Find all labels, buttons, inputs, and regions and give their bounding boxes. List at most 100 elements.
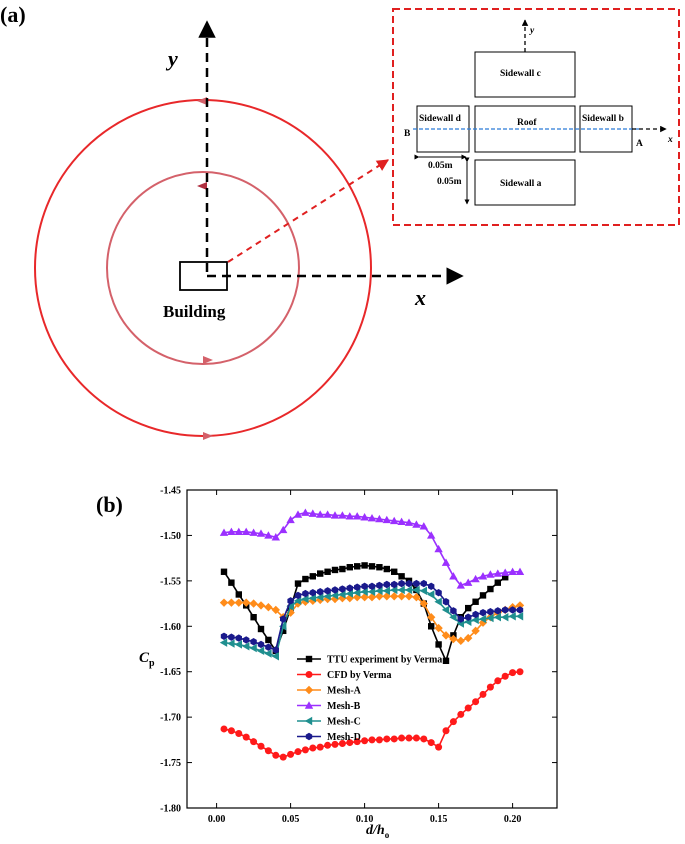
data-point <box>472 698 480 706</box>
data-point <box>449 613 457 622</box>
data-point <box>227 527 236 535</box>
legend-entry: Mesh-A <box>327 686 362 697</box>
y-tick-label: -1.80 <box>160 804 181 815</box>
data-point <box>265 643 272 651</box>
data-point <box>427 613 436 622</box>
data-point <box>316 588 324 596</box>
data-point <box>383 735 391 743</box>
legend-entry: Mesh-D <box>327 732 361 743</box>
dim-horizontal-label: 0.05m <box>428 161 453 171</box>
data-point <box>324 587 331 595</box>
data-point <box>346 584 354 592</box>
outer-circle-arrow-top <box>197 97 207 105</box>
data-point <box>390 735 398 743</box>
data-point <box>271 652 279 661</box>
data-point <box>250 614 257 621</box>
data-point <box>345 512 354 520</box>
data-point <box>367 587 376 596</box>
data-point <box>294 580 302 587</box>
data-point <box>427 582 435 591</box>
data-point <box>219 638 228 647</box>
data-point <box>404 585 413 595</box>
data-point <box>502 574 509 581</box>
data-point <box>219 598 229 607</box>
y-tick-label: -1.70 <box>160 713 181 724</box>
legend-swatch-marker <box>305 671 313 678</box>
data-point <box>279 615 287 623</box>
sidewall-a-label: Sidewall a <box>500 179 542 189</box>
series-line <box>223 670 521 758</box>
data-point <box>493 613 501 622</box>
data-point <box>391 568 398 575</box>
data-point <box>449 572 458 580</box>
data-point <box>441 558 451 566</box>
data-point <box>516 668 524 676</box>
data-point <box>265 636 272 644</box>
inner-circle-arrow-top <box>197 182 207 190</box>
data-point <box>271 533 280 541</box>
building-rect <box>179 261 228 291</box>
data-point <box>494 607 502 615</box>
data-point <box>390 592 399 601</box>
data-point <box>494 677 502 685</box>
data-point <box>368 582 376 591</box>
data-point <box>398 579 405 588</box>
data-point <box>390 585 398 595</box>
y-tick-label: -1.75 <box>160 758 181 769</box>
data-point <box>465 604 472 612</box>
inner-circle-arrow-bottom <box>203 356 213 364</box>
series-mesh-d <box>220 579 524 654</box>
data-point <box>228 579 235 586</box>
inset-leader <box>227 159 390 263</box>
data-point <box>404 592 414 601</box>
data-point <box>287 750 295 758</box>
data-point <box>412 585 420 595</box>
x-tick-label: 0.10 <box>356 814 374 825</box>
data-point <box>398 734 406 742</box>
data-point <box>220 568 228 575</box>
legend-swatch-marker <box>305 655 313 663</box>
data-point <box>286 515 295 524</box>
data-point <box>353 583 361 591</box>
chart-xlabel: d/ho <box>366 823 390 840</box>
data-point <box>249 643 257 653</box>
dim-vertical-label: 0.05m <box>437 177 462 187</box>
series-mesh-c <box>219 585 524 661</box>
data-point <box>264 747 272 755</box>
data-point <box>219 528 229 536</box>
data-point <box>339 565 346 573</box>
data-point <box>516 606 524 614</box>
chart-ylabel: Cp <box>139 650 155 669</box>
data-point <box>264 603 273 612</box>
data-point <box>346 739 354 747</box>
data-point <box>353 738 361 746</box>
data-point <box>330 591 339 600</box>
data-point <box>256 646 265 656</box>
data-point <box>242 636 250 644</box>
data-point <box>242 598 251 607</box>
data-point <box>294 748 302 756</box>
data-point <box>382 586 390 596</box>
data-point <box>486 613 494 623</box>
x-tick-label: 0.05 <box>282 814 300 825</box>
data-point <box>487 585 494 593</box>
data-point <box>308 509 317 517</box>
roof-label: Roof <box>517 118 537 128</box>
y-tick-label: -1.45 <box>160 486 181 497</box>
data-point <box>301 508 310 516</box>
data-point <box>464 613 472 621</box>
data-point <box>309 573 316 580</box>
data-point <box>323 592 331 601</box>
data-point <box>242 527 251 535</box>
data-point <box>375 586 383 596</box>
data-point <box>419 522 428 530</box>
data-point <box>316 510 325 518</box>
data-point <box>479 608 487 617</box>
data-point <box>501 672 509 680</box>
data-point <box>382 515 391 524</box>
data-point <box>397 517 406 525</box>
data-point <box>412 520 421 528</box>
outer-circle <box>34 99 372 437</box>
data-point <box>412 734 420 742</box>
data-point <box>250 738 258 746</box>
